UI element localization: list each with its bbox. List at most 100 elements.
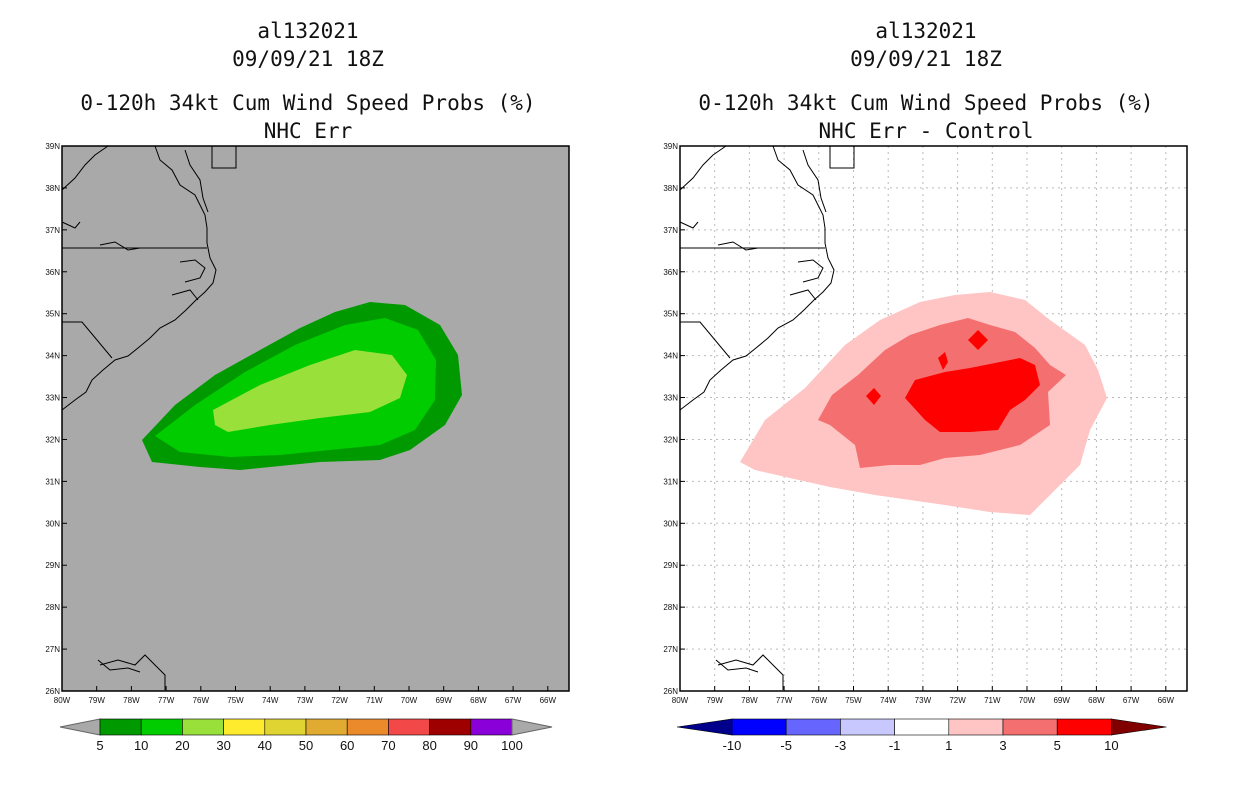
left-lon-label: 72W [331, 696, 348, 705]
left-colorbar-swatch [346, 718, 389, 736]
right-lon-label: 68W [1088, 696, 1105, 705]
right-lon-label: 66W [1158, 696, 1175, 705]
left-colorbar-swatch [264, 718, 307, 736]
right-lon-label: 78W [741, 696, 758, 705]
right-colorbar-swatch [894, 718, 950, 736]
right-lat-label: 35N [663, 310, 678, 319]
right-lon-label: 74W [880, 696, 897, 705]
left-colorbar-swatch [99, 718, 142, 736]
right-coastline [679, 145, 855, 690]
left-lon-label: 78W [123, 696, 140, 705]
left-lat-label: 39N [45, 142, 60, 151]
left-colorbar-label: 90 [464, 738, 478, 753]
left-colorbar-swatch [182, 718, 224, 736]
left-lon-label: 68W [470, 696, 487, 705]
left-lat-label: 35N [45, 310, 60, 319]
right-title-product: 0-120h 34kt Cum Wind Speed Probs (%) [698, 91, 1153, 115]
right-lat-label: 27N [663, 645, 678, 654]
left-colorbar-label: 30 [216, 738, 230, 753]
left-colorbar-label: 80 [422, 738, 436, 753]
right-title-storm: al132021 [875, 19, 976, 43]
left-lat-label: 28N [45, 603, 60, 612]
right-contour-hole [902, 414, 914, 426]
right-lat-label: 30N [663, 519, 678, 528]
left-lat-label: 38N [45, 184, 60, 193]
right-colorbar-swatch [731, 718, 787, 736]
left-lon-label: 77W [158, 696, 175, 705]
left-lon-label: 73W [297, 696, 314, 705]
right-lat-label: 33N [663, 394, 678, 403]
right-colorbar-label: 10 [1104, 738, 1118, 753]
right-colorbar-swatch [840, 718, 895, 736]
right-lon-label: 75W [845, 696, 862, 705]
left-lat-label: 29N [45, 561, 60, 570]
right-colorbar-high-end [1111, 718, 1167, 736]
left-colorbar-label: 20 [175, 738, 189, 753]
left-lon-label: 67W [505, 696, 522, 705]
right-map: 39N 38N 37N 36N 35N 34N 33N 32N 31N 30N 29N 28N 27N 2… [663, 142, 1188, 705]
right-lat-label: 32N [663, 435, 678, 444]
left-lat-label: 31N [45, 477, 60, 486]
right-lon-label: 70W [1019, 696, 1036, 705]
left-colorbar-swatch [140, 718, 183, 736]
left-lon-label: 80W [54, 696, 71, 705]
right-lat-label: 29N [663, 561, 678, 570]
right-lat-label: 31N [663, 477, 678, 486]
left-colorbar: 5 10 20 30 40 50 60 70 80 90 100 [59, 718, 553, 753]
right-contour-5 [905, 358, 1040, 432]
right-colorbar-label: 3 [999, 738, 1006, 753]
left-contour-20 [213, 350, 407, 432]
right-colorbar-swatch [785, 718, 841, 736]
right-colorbar-swatch [1002, 718, 1058, 736]
left-colorbar-label: 5 [96, 738, 103, 753]
right-colorbar-label: -5 [780, 738, 792, 753]
left-colorbar-label: 10 [134, 738, 148, 753]
right-lon-label: 79W [706, 696, 723, 705]
right-lat-label: 39N [663, 142, 678, 151]
right-title-date: 09/09/21 18Z [850, 47, 1002, 71]
left-title-storm: al132021 [257, 19, 358, 43]
left-colorbar-swatch [470, 718, 513, 736]
right-map-frame [679, 145, 1188, 692]
left-title-subtitle: NHC Err [264, 119, 353, 143]
left-lat-label: 34N [45, 352, 60, 361]
right-colorbar: -10 -5 -3 -1 1 3 5 10 [676, 718, 1167, 753]
left-colorbar-label: 40 [258, 738, 272, 753]
right-colorbar-low-end [676, 718, 733, 736]
right-colorbar-label: -10 [723, 738, 742, 753]
right-lat-label: 37N [663, 226, 678, 235]
left-map-frame [61, 145, 570, 692]
left-colorbar-label: 70 [381, 738, 395, 753]
right-lat-label: 36N [663, 268, 678, 277]
left-colorbar-swatch [388, 718, 430, 736]
left-colorbar-label: 60 [340, 738, 354, 753]
left-colorbar-swatch [429, 718, 472, 736]
left-lon-label: 66W [540, 696, 557, 705]
right-lat-label: 38N [663, 184, 678, 193]
left-lat-label: 30N [45, 519, 60, 528]
right-lon-label: 80W [672, 696, 689, 705]
right-lon-label: 69W [1053, 696, 1070, 705]
right-colorbar-swatch [1056, 718, 1112, 736]
left-title-date: 09/09/21 18Z [232, 47, 384, 71]
left-lat-label: 26N [45, 687, 60, 696]
left-lat-label: 37N [45, 226, 60, 235]
right-lon-label: 71W [984, 696, 1001, 705]
left-lon-label: 69W [435, 696, 452, 705]
right-lon-label: 76W [811, 696, 828, 705]
left-lon-label: 79W [88, 696, 105, 705]
right-title-subtitle: NHC Err - Control [819, 119, 1034, 143]
right-colorbar-label: 1 [945, 738, 952, 753]
right-colorbar-label: -3 [835, 738, 847, 753]
right-lon-label: 67W [1123, 696, 1140, 705]
right-lat-label: 34N [663, 352, 678, 361]
right-contour-5-small-b [866, 388, 881, 405]
left-lon-label: 76W [193, 696, 210, 705]
left-colorbar-swatch [305, 718, 348, 736]
left-colorbar-high-end [511, 718, 553, 736]
left-lon-label: 70W [401, 696, 418, 705]
right-lon-label: 77W [776, 696, 793, 705]
left-lon-label: 75W [227, 696, 244, 705]
right-lon-label: 73W [915, 696, 932, 705]
left-lon-label: 74W [262, 696, 279, 705]
